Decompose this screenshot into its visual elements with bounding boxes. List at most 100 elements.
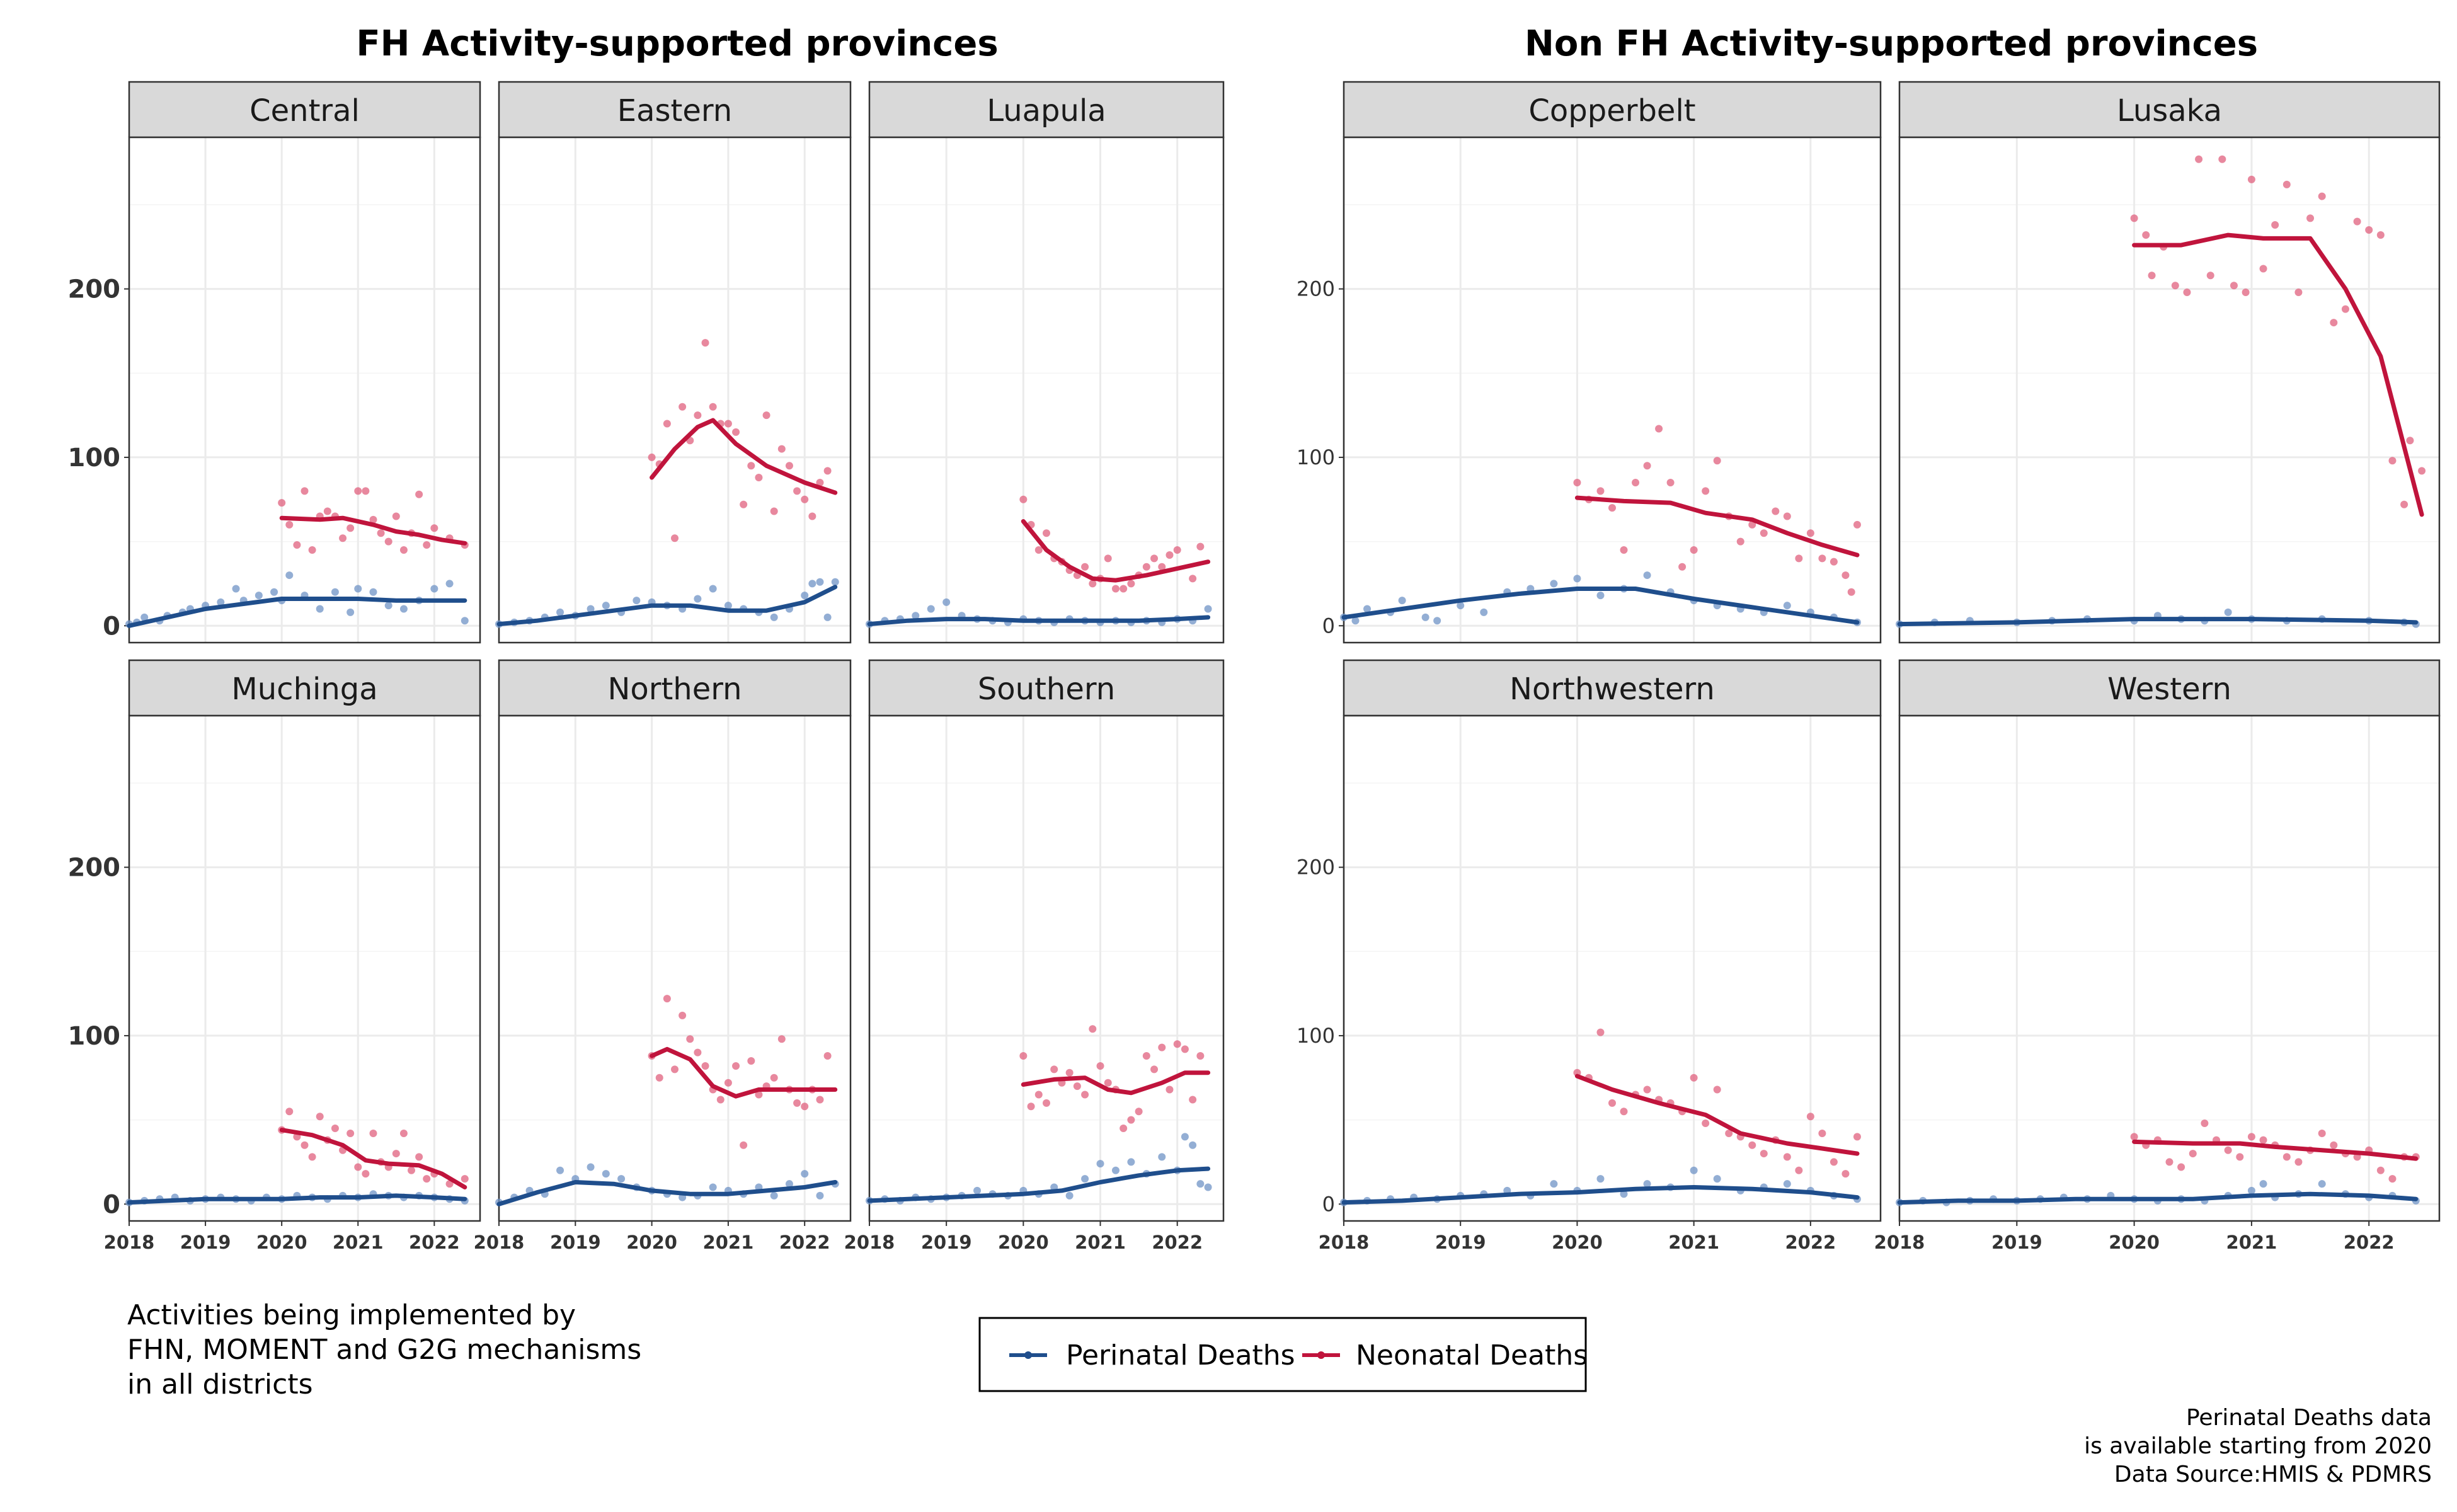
- perinatal-point: [1081, 1175, 1089, 1183]
- panel-muchinga: Muchinga 0 100 200 2018 2019 2020 2021 2022: [68, 659, 481, 1253]
- neonatal-point: [793, 1099, 801, 1107]
- source-line-3: Data Source:HMIS & PDMRS: [2114, 1462, 2432, 1487]
- neonatal-point: [1196, 1052, 1205, 1060]
- neonatal-point: [785, 462, 793, 470]
- perinatal-trend-line: [867, 1166, 1211, 1203]
- neonatal-trend-line: [1574, 495, 1860, 558]
- panel-background: [1344, 137, 1881, 643]
- legend: Perinatal Deaths Neonatal Deaths: [978, 1317, 1588, 1392]
- neonatal-point: [1806, 1113, 1814, 1121]
- neonatal-point: [461, 1175, 469, 1183]
- xtick-label: 2019: [921, 1232, 972, 1253]
- xtick-label: 2021: [333, 1232, 384, 1253]
- perinatal-point: [1783, 602, 1791, 610]
- neonatal-point: [2195, 155, 2203, 163]
- neonatal-point: [301, 1141, 309, 1149]
- neonatal-point: [1806, 529, 1814, 537]
- perinatal-point: [587, 1163, 595, 1171]
- neonatal-point: [1690, 1074, 1698, 1082]
- perinatal-trend-line: [1341, 1185, 1860, 1205]
- neonatal-point: [1608, 504, 1616, 512]
- neonatal-point: [1096, 1062, 1104, 1070]
- neonatal-point: [2259, 265, 2267, 273]
- neonatal-point: [2206, 272, 2214, 280]
- neonatal-point: [354, 1163, 362, 1171]
- strip-label-lusaka: Lusaka: [2117, 93, 2222, 129]
- perinatal-point: [1189, 1141, 1197, 1149]
- xtick-label: 2018: [1874, 1232, 1925, 1253]
- neonatal-trend-line: [2132, 1139, 2419, 1161]
- neonatal-point: [362, 487, 370, 495]
- neonatal-point: [1783, 512, 1791, 520]
- perinatal-point: [1643, 1180, 1651, 1188]
- neonatal-point: [1189, 575, 1197, 583]
- xtick-label: 2021: [1075, 1232, 1126, 1253]
- panel-border: [1898, 136, 2441, 644]
- neonatal-point: [1795, 554, 1803, 563]
- neonatal-point: [377, 529, 385, 537]
- neonatal-point: [694, 1048, 702, 1057]
- strip-label-central: Central: [249, 93, 360, 129]
- panel-luapula: Luapula: [866, 81, 1225, 644]
- neonatal-point: [1166, 1085, 1174, 1094]
- neonatal-point: [323, 507, 331, 515]
- perinatal-point: [556, 1166, 564, 1174]
- neonatal-point: [1050, 1065, 1058, 1074]
- neonatal-point: [716, 1096, 724, 1104]
- xtick-label: 2018: [844, 1232, 895, 1253]
- neonatal-point: [278, 499, 286, 507]
- perinatal-point: [2224, 608, 2232, 616]
- xtick-label: 2019: [180, 1232, 231, 1253]
- neonatal-point: [2376, 231, 2385, 239]
- neonatal-point: [770, 1074, 778, 1082]
- neonatal-point: [354, 487, 362, 495]
- neonatal-point: [408, 1166, 416, 1174]
- neonatal-point: [2148, 272, 2156, 280]
- panel-border: [498, 714, 852, 1222]
- perinatal-point: [1783, 1180, 1791, 1188]
- neonatal-point: [701, 1062, 709, 1070]
- perinatal-point: [912, 612, 920, 620]
- panel-border: [868, 136, 1225, 644]
- perinatal-trend-line: [496, 1180, 838, 1206]
- note-line-1: Activities being implemented by: [127, 1299, 576, 1331]
- strip-eastern: [498, 81, 852, 139]
- perinatal-point: [602, 602, 610, 610]
- perinatal-point: [1204, 1183, 1212, 1191]
- perinatal-point: [1550, 580, 1558, 588]
- neonatal-point: [1120, 1124, 1128, 1132]
- neonatal-point: [724, 1079, 732, 1087]
- perinatal-point: [2318, 1180, 2326, 1188]
- strip-label-muchinga: Muchinga: [231, 672, 377, 707]
- strip-northern: [498, 659, 852, 717]
- neonatal-point: [686, 1035, 694, 1043]
- neonatal-point: [1135, 1108, 1143, 1116]
- neonatal-point: [1150, 1065, 1159, 1074]
- neonatal-point: [2400, 500, 2408, 508]
- perinatal-point: [808, 580, 816, 588]
- neonatal-point: [1736, 537, 1744, 546]
- neonatal-point: [369, 1129, 377, 1137]
- neonatal-point: [2318, 192, 2326, 200]
- strip-label-southern: Southern: [978, 672, 1115, 707]
- neonatal-point: [762, 411, 770, 420]
- xtick-label: 2019: [550, 1232, 601, 1253]
- note-line-2: FHN, MOMENT and G2G mechanisms: [127, 1334, 641, 1366]
- perinatal-point: [316, 605, 324, 613]
- neonatal-point: [2224, 1146, 2232, 1154]
- neonatal-point: [1142, 1052, 1150, 1060]
- perinatal-point: [2247, 1186, 2255, 1194]
- neonatal-point: [2230, 282, 2238, 290]
- neonatal-point: [671, 534, 679, 542]
- perinatal-point: [694, 595, 702, 603]
- perinatal-point: [430, 585, 438, 593]
- neonatal-point: [1596, 487, 1605, 495]
- source-line-2: is available starting from 2020: [2084, 1433, 2432, 1459]
- panel-border: [128, 714, 481, 1222]
- ytick-label: 0: [1322, 614, 1335, 638]
- neonatal-point: [1158, 1043, 1166, 1051]
- neonatal-point: [747, 462, 755, 470]
- neonatal-point: [339, 534, 347, 542]
- neonatal-point: [1081, 1091, 1089, 1099]
- neonatal-point: [2330, 1141, 2338, 1149]
